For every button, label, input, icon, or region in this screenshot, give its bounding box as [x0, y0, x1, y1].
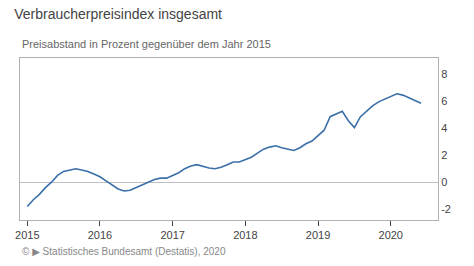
svg-text:Preisabstand in Prozent gegenü: Preisabstand in Prozent gegenüber dem Ja… [22, 38, 271, 50]
svg-text:Verbraucherpreisindex insgesam: Verbraucherpreisindex insgesamt [14, 6, 222, 22]
svg-text:2019: 2019 [306, 229, 330, 241]
svg-text:8: 8 [441, 68, 447, 80]
svg-text:2018: 2018 [233, 229, 257, 241]
svg-text:-2: -2 [441, 203, 451, 215]
svg-text:2015: 2015 [15, 229, 39, 241]
svg-text:© ▶ Statistisches Bundesamt (D: © ▶ Statistisches Bundesamt (Destatis), … [22, 246, 226, 257]
svg-text:2016: 2016 [88, 229, 112, 241]
svg-text:4: 4 [441, 122, 447, 134]
svg-text:2017: 2017 [160, 229, 184, 241]
svg-text:0: 0 [441, 176, 447, 188]
svg-text:2020: 2020 [379, 229, 403, 241]
svg-text:2: 2 [441, 149, 447, 161]
svg-text:6: 6 [441, 95, 447, 107]
